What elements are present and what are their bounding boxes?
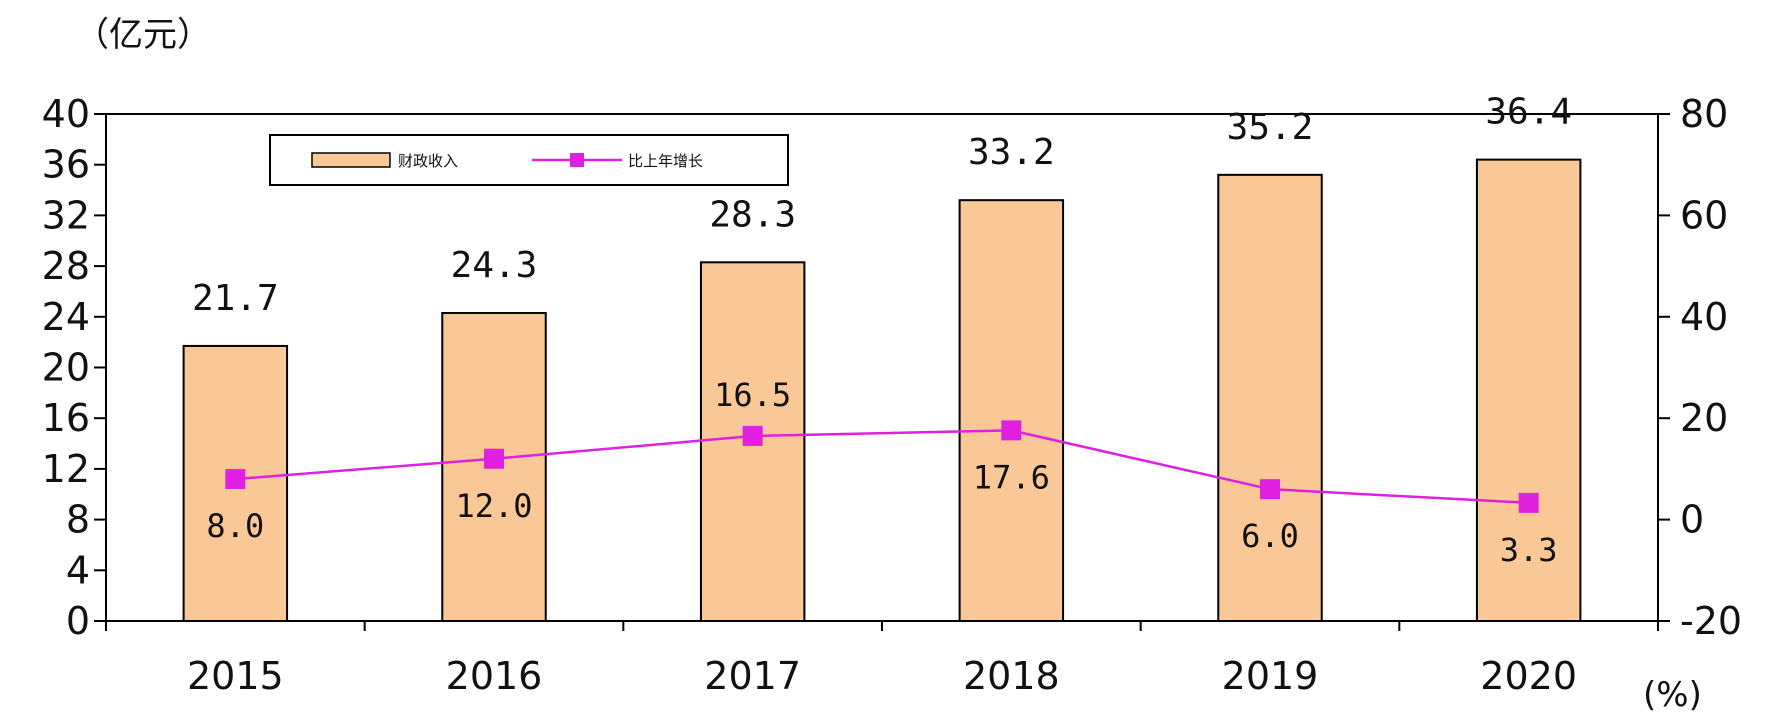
growth-value-label: 8.0 bbox=[206, 507, 264, 545]
growth-marker bbox=[742, 425, 763, 446]
bar-value-label: 28.3 bbox=[709, 194, 796, 235]
legend: 财政收入 比上年增长 bbox=[269, 134, 789, 186]
growth-value-label: 6.0 bbox=[1241, 517, 1299, 555]
growth-marker bbox=[484, 448, 504, 469]
left-unit-label: （亿元） bbox=[75, 15, 211, 55]
left-axis-tick-label: 36 bbox=[42, 143, 90, 187]
growth-marker bbox=[225, 469, 246, 490]
right-axis-tick-label: 40 bbox=[1680, 295, 1728, 339]
left-axis-tick-label: 4 bbox=[66, 548, 90, 592]
growth-marker bbox=[1260, 479, 1280, 500]
right-axis-tick-label: 60 bbox=[1680, 193, 1728, 237]
left-axis-tick-label: 20 bbox=[42, 346, 90, 390]
growth-marker bbox=[1518, 492, 1539, 513]
legend-bar-label: 财政收入 bbox=[398, 152, 458, 170]
bar-value-label: 21.7 bbox=[192, 278, 279, 319]
x-axis-tick-label: 2015 bbox=[187, 654, 284, 698]
bar bbox=[1475, 158, 1582, 622]
growth-value-label: 16.5 bbox=[714, 376, 791, 414]
legend-line-label: 比上年增长 bbox=[628, 152, 703, 170]
growth-marker bbox=[1001, 420, 1022, 441]
left-axis-tick-label: 24 bbox=[42, 295, 90, 339]
bar bbox=[1217, 173, 1323, 622]
legend-bar-swatch bbox=[311, 152, 391, 168]
x-axis-tick-label: 2020 bbox=[1480, 654, 1577, 698]
left-axis-tick-label: 12 bbox=[42, 447, 90, 491]
left-axis-tick-label: 0 bbox=[66, 599, 90, 643]
growth-value-label: 17.6 bbox=[973, 458, 1050, 496]
bar-value-label: 35.2 bbox=[1227, 107, 1314, 148]
right-axis-tick-label: 20 bbox=[1680, 396, 1728, 440]
left-axis-tick-label: 8 bbox=[66, 498, 90, 542]
left-axis-tick-label: 32 bbox=[42, 193, 90, 237]
growth-value-label: 12.0 bbox=[455, 487, 532, 525]
x-axis-tick-label: 2016 bbox=[446, 654, 543, 698]
growth-line bbox=[235, 429, 1529, 505]
bar bbox=[958, 199, 1065, 622]
bar bbox=[699, 261, 806, 622]
left-axis-tick-label: 16 bbox=[42, 396, 90, 440]
right-axis-tick-label: -20 bbox=[1680, 599, 1742, 643]
plot-frame bbox=[105, 113, 1659, 622]
x-axis-tick-label: 2019 bbox=[1222, 654, 1319, 698]
growth-value-label: 3.3 bbox=[1500, 531, 1558, 569]
legend-line-marker bbox=[570, 153, 584, 167]
bar-value-label: 33.2 bbox=[968, 132, 1055, 173]
left-axis-tick-label: 40 bbox=[42, 92, 90, 136]
x-axis-tick-label: 2017 bbox=[704, 654, 801, 698]
bar-value-label: 36.4 bbox=[1485, 92, 1572, 133]
right-axis-tick-label: 0 bbox=[1680, 498, 1704, 542]
left-axis-tick-label: 28 bbox=[42, 244, 90, 288]
right-axis-tick-label: 80 bbox=[1680, 92, 1728, 136]
right-unit-label: (%) bbox=[1643, 675, 1702, 715]
bar-value-label: 24.3 bbox=[451, 245, 538, 286]
x-axis-tick-label: 2018 bbox=[963, 654, 1060, 698]
